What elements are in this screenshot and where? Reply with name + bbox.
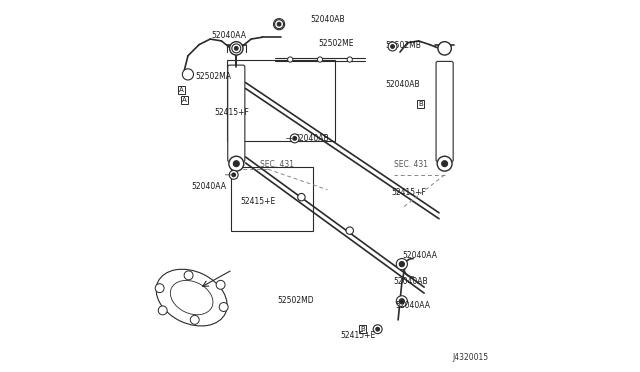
Circle shape — [376, 327, 380, 331]
Circle shape — [229, 156, 244, 171]
Circle shape — [396, 296, 408, 307]
Circle shape — [155, 284, 164, 293]
Circle shape — [373, 325, 382, 334]
Text: 52040AA: 52040AA — [191, 182, 227, 191]
Ellipse shape — [170, 280, 213, 315]
Circle shape — [390, 45, 394, 48]
Circle shape — [230, 42, 243, 55]
Circle shape — [290, 134, 299, 143]
Circle shape — [287, 57, 293, 62]
Text: 52040AB: 52040AB — [394, 277, 428, 286]
Circle shape — [220, 302, 228, 311]
Text: 52040AB: 52040AB — [385, 80, 420, 89]
Circle shape — [298, 193, 305, 201]
Text: 52502MD: 52502MD — [277, 296, 314, 305]
Circle shape — [346, 227, 353, 234]
Circle shape — [234, 161, 239, 167]
Circle shape — [396, 259, 408, 270]
Circle shape — [184, 271, 193, 280]
Circle shape — [158, 306, 167, 315]
Text: 52040AA: 52040AA — [396, 301, 431, 310]
FancyBboxPatch shape — [436, 61, 453, 162]
Text: 52415+E: 52415+E — [240, 197, 275, 206]
Circle shape — [437, 156, 452, 171]
Text: 52415+F: 52415+F — [214, 108, 249, 117]
Circle shape — [293, 137, 296, 140]
Circle shape — [234, 46, 238, 50]
Circle shape — [190, 315, 199, 324]
Text: B: B — [418, 101, 423, 107]
Circle shape — [275, 20, 284, 29]
Text: SEC. 431: SEC. 431 — [260, 160, 294, 169]
Text: B: B — [360, 326, 365, 332]
Text: 52502MB: 52502MB — [385, 41, 421, 50]
Circle shape — [232, 44, 241, 53]
Text: J4320015: J4320015 — [452, 353, 488, 362]
Text: 52502ME: 52502ME — [318, 39, 354, 48]
Circle shape — [399, 262, 404, 267]
Circle shape — [182, 69, 193, 80]
Circle shape — [216, 280, 225, 289]
Text: A: A — [182, 97, 187, 103]
Circle shape — [277, 22, 281, 26]
Circle shape — [442, 161, 447, 167]
Circle shape — [229, 170, 238, 179]
Circle shape — [399, 299, 404, 304]
Circle shape — [388, 42, 397, 51]
Text: 52040AB: 52040AB — [294, 134, 328, 143]
Text: 52040AB: 52040AB — [310, 15, 346, 24]
Text: 52415+E: 52415+E — [340, 331, 376, 340]
Circle shape — [438, 42, 451, 55]
Circle shape — [347, 57, 353, 62]
FancyBboxPatch shape — [228, 65, 245, 162]
Text: SEC. 431: SEC. 431 — [394, 160, 428, 169]
Text: 52040AA: 52040AA — [403, 251, 438, 260]
Circle shape — [273, 19, 285, 30]
Text: 52415+F: 52415+F — [392, 188, 426, 197]
Text: 52502MA: 52502MA — [195, 72, 232, 81]
Text: 52040AA: 52040AA — [211, 31, 246, 40]
Circle shape — [276, 22, 282, 27]
Text: A: A — [179, 87, 184, 93]
Circle shape — [232, 173, 236, 177]
Ellipse shape — [156, 269, 227, 326]
Circle shape — [317, 57, 323, 62]
